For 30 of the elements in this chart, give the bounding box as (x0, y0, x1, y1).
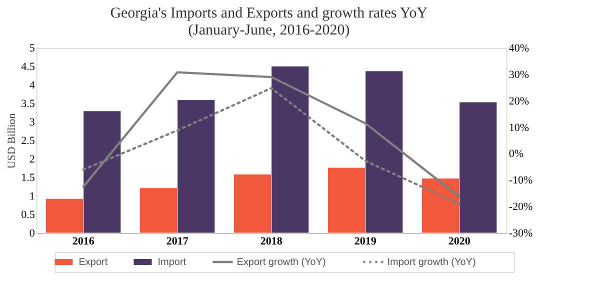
y2-tick-label: 30% (508, 68, 530, 81)
y-tick-label: 0 (29, 228, 36, 240)
chart-title: Georgia's Imports and Exports and growth rates YoY (January-June, 2016-2020) (110, 6, 428, 38)
x-tick-label: 2019 (354, 236, 377, 248)
y2-tick-label: -20% (508, 201, 533, 214)
legend-label: Export (78, 257, 108, 268)
x-tick-label: 2020 (448, 236, 471, 248)
legend-label: Export growth (YoY) (236, 257, 326, 268)
y2-tick-label: -30% (508, 228, 533, 240)
y2-tick-label: 20% (508, 95, 530, 108)
y-tick-label: 4 (29, 80, 36, 92)
y-tick-label: 2 (29, 154, 35, 166)
y2-tick-label: -10% (508, 174, 533, 187)
y-tick-label: 4.5 (21, 61, 36, 73)
x-tick-label: 2016 (72, 236, 95, 248)
y2-tick-label: 0% (508, 148, 524, 160)
y2-tick-label: 40% (508, 42, 530, 54)
y-tick-label: 3 (29, 116, 36, 128)
y2-tick-label: 10% (508, 122, 530, 134)
legend-label: Import (158, 257, 186, 268)
x-tick-label: 2018 (260, 236, 283, 248)
y-axis-title: USD Billion (6, 112, 18, 169)
y-tick-label: 3.5 (21, 98, 36, 110)
y-tick-label: 5 (29, 42, 36, 54)
y-tick-label: 0.5 (21, 209, 36, 221)
y-tick-label: 2.5 (21, 135, 36, 147)
y-tick-label: 1.5 (21, 172, 36, 184)
y-tick-label: 1 (29, 190, 35, 202)
x-tick-label: 2017 (166, 236, 189, 248)
legend-label: Import growth (YoY) (387, 257, 476, 268)
